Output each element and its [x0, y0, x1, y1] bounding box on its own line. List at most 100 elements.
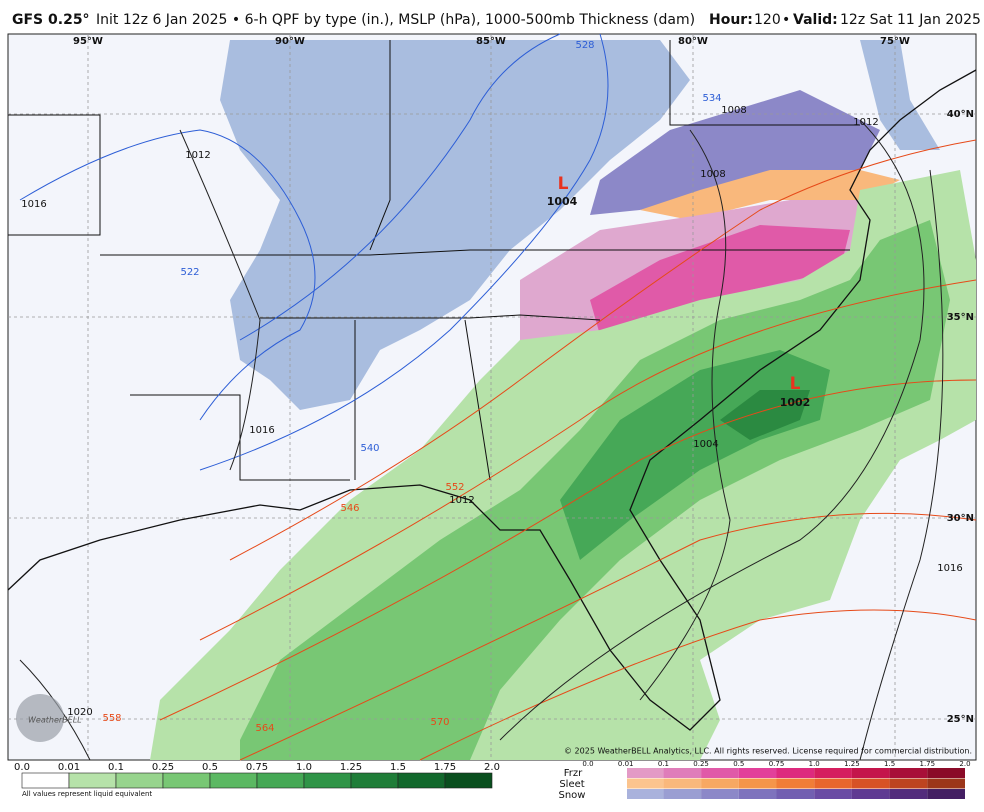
type-legend-bar [627, 768, 965, 799]
isobar-label: 1016 [249, 425, 274, 436]
boundaries [7, 40, 977, 731]
legend-value: 0.1 [108, 762, 124, 773]
type-swatch [663, 768, 702, 778]
legend-value: 2.0 [484, 762, 500, 773]
thickness-label: 564 [255, 723, 274, 734]
legend-value: 0.25 [152, 762, 174, 773]
isobar-label: 1016 [21, 199, 46, 210]
lon-label: 80°W [678, 36, 708, 47]
type-swatch [927, 778, 965, 789]
legend-value: 1.5 [390, 762, 406, 773]
type-swatch [701, 778, 739, 789]
thickness-label: 552 [445, 482, 464, 493]
legend-swatch [444, 772, 493, 789]
thickness-label: 528 [575, 40, 594, 51]
lon-label: 95°W [73, 36, 103, 47]
low-symbol: L [790, 374, 801, 394]
type-swatch [776, 789, 815, 799]
isobar-label: 1004 [693, 439, 718, 450]
thickness-label: 540 [360, 443, 379, 454]
legend-value: 0.5 [202, 762, 218, 773]
hour: 120 [754, 12, 781, 28]
lon-label: 90°W [275, 36, 305, 47]
isobar-label: 1016 [937, 563, 962, 574]
type-swatch [738, 789, 777, 799]
low-pressure: 1002 [780, 396, 811, 409]
frzr-light-area [640, 170, 900, 220]
valid-label: Valid: [793, 12, 838, 28]
thickness-contour [199, 33, 609, 471]
type-swatch [814, 778, 852, 789]
legend-swatch [162, 772, 211, 789]
state-line [260, 314, 601, 321]
isobar-label: 1020 [67, 707, 92, 718]
logo [16, 694, 64, 742]
subtitle: Init 12z 6 Jan 2025 • 6-h QPF by type (i… [96, 12, 695, 28]
type-swatch [889, 768, 928, 778]
thickness-contour [239, 33, 561, 341]
rain-legend-bar [21, 772, 493, 789]
legend-value: 0.01 [58, 762, 80, 773]
legend-note: All values represent liquid equivalent [22, 790, 152, 798]
legend-swatch [397, 772, 446, 789]
isobar-label: 1012 [185, 150, 210, 161]
legend-swatch [21, 772, 70, 789]
type-swatch [627, 768, 664, 778]
type-swatch [927, 768, 965, 778]
type-swatch [851, 778, 890, 789]
graticule [8, 34, 976, 760]
isobar [499, 119, 925, 741]
state-line [100, 249, 850, 256]
thickness-contour [239, 512, 977, 761]
lat-label: 25°N [947, 714, 974, 725]
thickness-label: 522 [180, 267, 199, 278]
lon-label: 75°W [880, 36, 910, 47]
lat-label: 35°N [947, 312, 974, 323]
thickness-label: 534 [702, 93, 721, 104]
type-legend-value: 0.5 [733, 760, 744, 768]
thickness-contour [419, 609, 977, 761]
type-label: Frzr [564, 768, 583, 779]
thickness-contour [159, 379, 977, 721]
type-swatch [889, 789, 928, 799]
thickness-contour [19, 129, 316, 421]
separator: • [782, 12, 790, 28]
type-legend-value: 1.5 [884, 760, 895, 768]
type-swatch [627, 789, 664, 799]
type-label: Snow [559, 790, 586, 801]
type-legend-value: 0.75 [769, 760, 785, 768]
low-pressure: 1004 [547, 195, 578, 208]
type-legend-value: 0.01 [618, 760, 634, 768]
legend-swatch [68, 772, 117, 789]
type-legend-value: 1.75 [920, 760, 936, 768]
type-legend-value: 0.1 [658, 760, 669, 768]
legend-swatch [209, 772, 258, 789]
isobar [639, 129, 731, 701]
state-line [669, 40, 860, 126]
type-legend-value: 0.25 [693, 760, 709, 768]
type-swatch [776, 768, 815, 778]
state-line [369, 40, 391, 251]
title: GFS 0.25° [12, 12, 90, 28]
type-swatch [851, 789, 890, 799]
thickness-contour [229, 139, 977, 561]
hour-label: Hour: [709, 12, 753, 28]
type-swatch [701, 789, 739, 799]
type-swatch [701, 768, 739, 778]
type-swatch [738, 768, 777, 778]
type-swatch [627, 778, 664, 789]
type-label: Sleet [559, 779, 584, 790]
type-swatch [927, 789, 965, 799]
sleet-area [590, 90, 880, 215]
isobar-label: 1008 [721, 105, 746, 116]
lat-label: 40°N [947, 109, 974, 120]
state-line [464, 319, 491, 481]
legend-swatch [303, 772, 352, 789]
snow-area [860, 40, 940, 150]
thickness-label: 570 [430, 717, 449, 728]
type-swatch [663, 778, 702, 789]
state-line [130, 394, 350, 481]
legend-swatch [256, 772, 305, 789]
legend-value: 1.0 [296, 762, 312, 773]
isobar-label: 1008 [700, 169, 725, 180]
